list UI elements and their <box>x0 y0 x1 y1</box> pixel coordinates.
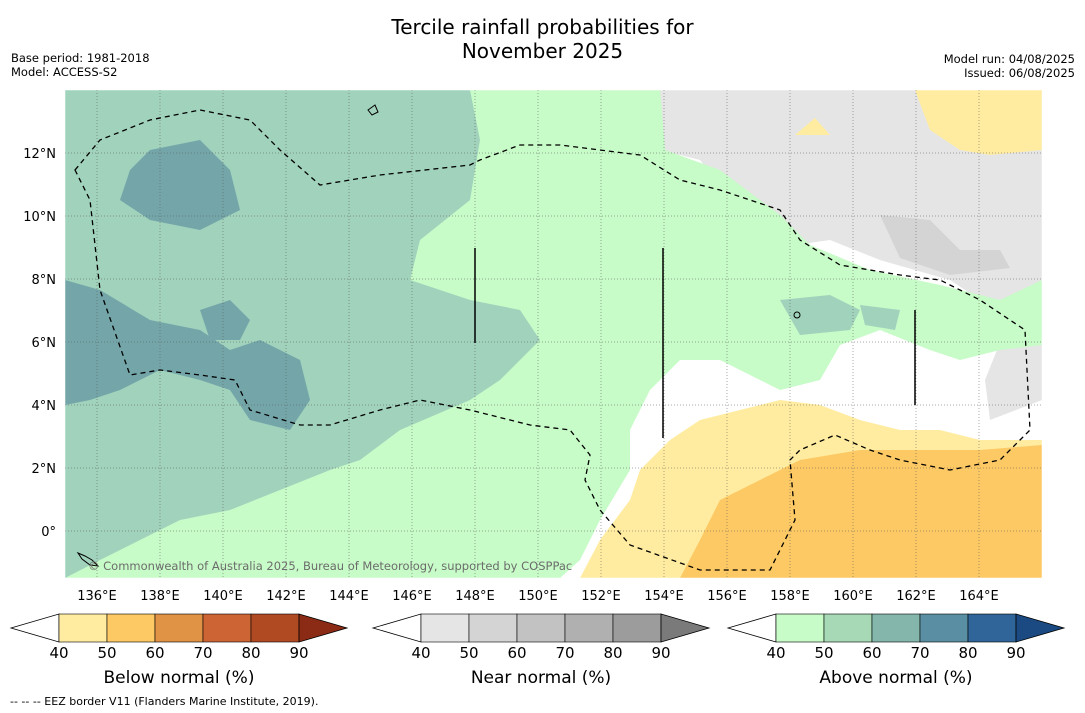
attribution-text: © Commonwealth of Australia 2025, Bureau… <box>88 559 572 573</box>
model-name: Model: ACCESS-S2 <box>11 65 118 79</box>
colorbar-tick-label: 40 <box>49 644 68 662</box>
left-meta: Base period: 1981-2018 Model: ACCESS-S2 <box>11 51 150 79</box>
below-normal-patch-2 <box>795 118 830 135</box>
colorbar-extend-high <box>660 613 711 643</box>
map-title-line1: Tercile rainfall probabilities for <box>391 15 694 39</box>
issued-date: Issued: 06/08/2025 <box>964 66 1075 80</box>
map-frame <box>64 89 1043 579</box>
colorbar-tick-label: 40 <box>411 644 430 662</box>
colorbars: 40 50 60 70 80 90 40 50 60 70 80 90 40 50 60 70 80 90 <box>9 613 1066 662</box>
colorbar-tick-label: 90 <box>651 644 670 662</box>
colorbar-title-below: Below normal (%) <box>103 668 255 688</box>
colorbar-tick-label: 50 <box>97 644 116 662</box>
island-outline <box>793 311 801 319</box>
colorbar-tick-label: 70 <box>193 644 212 662</box>
y-tick-label: 10°N <box>23 210 56 225</box>
x-tick-label: 162°E <box>896 589 936 604</box>
colorbar-segment <box>468 613 518 643</box>
model-run: Model run: 04/08/2025 <box>943 52 1075 66</box>
below-normal-region-strong <box>680 445 1042 578</box>
above-normal-patch-4 <box>200 300 250 340</box>
colorbar-title-near: Near normal (%) <box>470 668 612 688</box>
y-tick-label: 2°N <box>32 462 57 477</box>
x-tick-label: 142°E <box>266 589 306 604</box>
colorbar-segment <box>823 613 873 643</box>
above-normal-patch-2 <box>780 295 860 335</box>
y-tick-label: 0° <box>41 525 56 540</box>
colorbar: 40 50 60 70 80 90 <box>371 613 711 662</box>
colorbar-tick-label: 90 <box>289 644 308 662</box>
colorbar-tick-label: 60 <box>507 644 526 662</box>
above-normal-region-darkest-2 <box>120 140 240 230</box>
base-period: Base period: 1981-2018 <box>11 51 150 65</box>
x-tick-label: 154°E <box>644 589 684 604</box>
x-tick-label: 156°E <box>707 589 747 604</box>
y-tick-label: 12°N <box>23 147 56 162</box>
colorbar-tick-label: 60 <box>145 644 164 662</box>
x-tick-label: 136°E <box>77 589 117 604</box>
y-tick-label: 4°N <box>32 399 57 414</box>
colorbar-segment <box>967 613 1017 643</box>
colorbar-segment <box>58 613 108 643</box>
colorbar: 40 50 60 70 80 90 <box>9 613 349 662</box>
colorbar-segment <box>871 613 921 643</box>
x-tick-label: 150°E <box>518 589 558 604</box>
colorbar-segment <box>564 613 614 643</box>
x-tick-label: 160°E <box>833 589 873 604</box>
x-axis-ticks: 136°E 138°E 140°E 142°E 144°E 146°E 148°E 150°E… <box>77 589 999 604</box>
right-meta: Model run: 04/08/2025 Issued: 06/08/2025 <box>944 52 1075 80</box>
colorbar-tick-label: 70 <box>910 644 929 662</box>
near-normal-region <box>660 90 1042 420</box>
colorbar-title-above: Above normal (%) <box>819 668 973 688</box>
above-normal-patch-3 <box>860 305 900 330</box>
y-tick-label: 6°N <box>32 336 57 351</box>
colorbar-segment <box>775 613 825 643</box>
colorbar: 40 50 60 70 80 90 <box>726 613 1066 662</box>
colorbar-extend-high <box>1015 613 1066 643</box>
y-tick-label: 8°N <box>32 273 57 288</box>
eez-border-png <box>74 109 1031 571</box>
y-axis-ticks: 12°N 10°N 8°N 6°N 4°N 2°N 0° <box>23 147 56 540</box>
colorbar-segment <box>919 613 969 643</box>
above-normal-patch <box>470 90 760 330</box>
colorbar-segment <box>250 613 300 643</box>
colorbar-segment <box>612 613 662 643</box>
above-normal-region-darkest <box>65 280 310 430</box>
x-tick-label: 164°E <box>959 589 999 604</box>
x-tick-label: 138°E <box>140 589 180 604</box>
x-tick-label: 158°E <box>770 589 810 604</box>
eez-footnote: -- -- -- EEZ border V11 (Flanders Marine… <box>10 695 319 708</box>
colorbar-tick-label: 80 <box>958 644 977 662</box>
colorbar-extend-low <box>726 613 777 643</box>
colorbar-segment <box>420 613 470 643</box>
below-normal-patch <box>915 90 1042 155</box>
island-outline <box>76 551 100 567</box>
near-normal-region-strong <box>880 215 1010 275</box>
colorbar-segment <box>106 613 156 643</box>
colorbar-segment <box>516 613 566 643</box>
x-tick-label: 146°E <box>392 589 432 604</box>
colorbar-extend-low <box>9 613 60 643</box>
colorbar-tick-label: 90 <box>1006 644 1025 662</box>
eez-border <box>74 104 1031 571</box>
colorbar-tick-label: 80 <box>603 644 622 662</box>
island-outline <box>367 104 379 116</box>
x-tick-label: 152°E <box>581 589 621 604</box>
x-tick-label: 144°E <box>329 589 369 604</box>
colorbar-tick-label: 70 <box>555 644 574 662</box>
probability-field <box>65 90 1042 578</box>
x-tick-label: 140°E <box>203 589 243 604</box>
colorbar-tick-label: 50 <box>814 644 833 662</box>
colorbar-segment <box>202 613 252 643</box>
x-tick-label: 148°E <box>455 589 495 604</box>
map-title-line2: November 2025 <box>461 39 624 63</box>
colorbar-tick-label: 40 <box>766 644 785 662</box>
colorbar-tick-label: 80 <box>241 644 260 662</box>
colorbar-segment <box>154 613 204 643</box>
colorbar-extend-low <box>371 613 422 643</box>
colorbar-tick-label: 60 <box>862 644 881 662</box>
colorbar-extend-high <box>298 613 349 643</box>
colorbar-tick-label: 50 <box>459 644 478 662</box>
